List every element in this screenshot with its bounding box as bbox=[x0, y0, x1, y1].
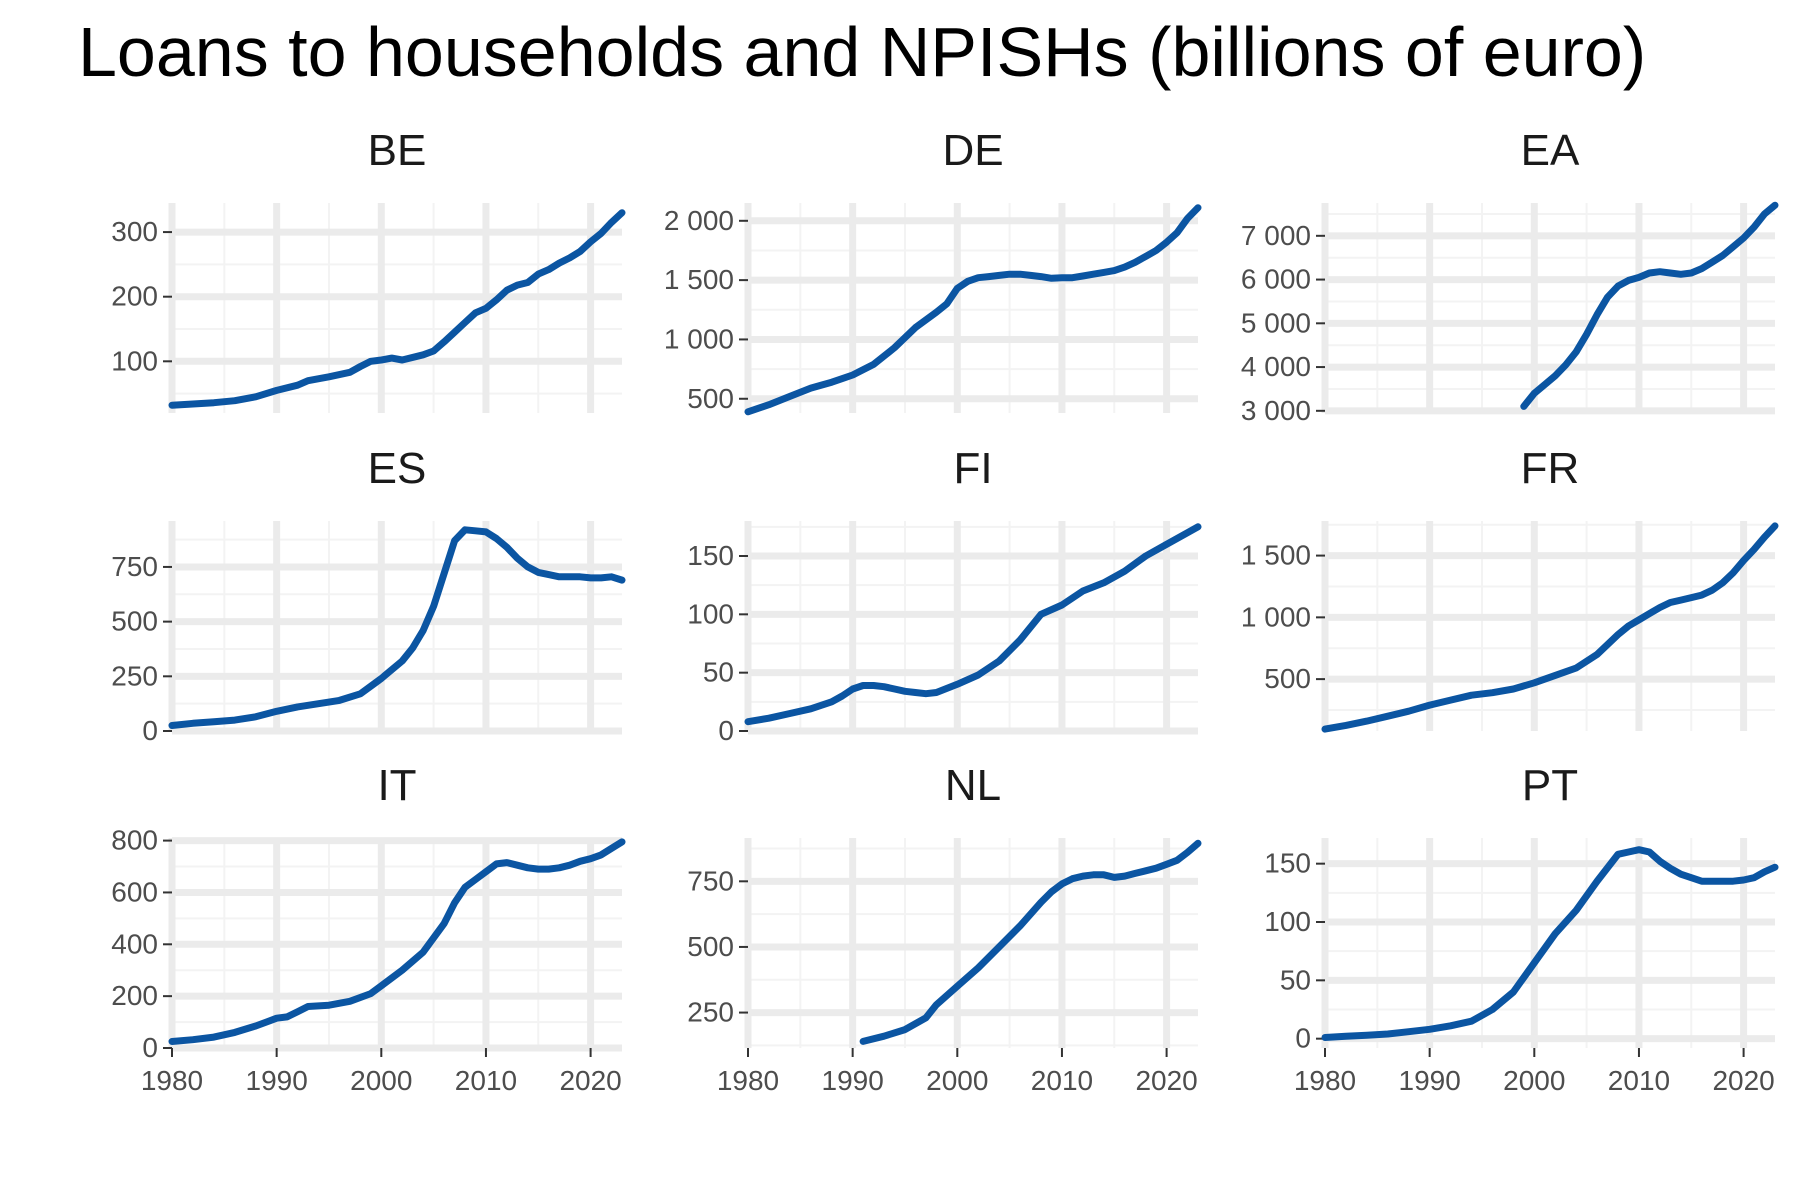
series-line bbox=[1321, 846, 1779, 1041]
x-tick-label: 1990 bbox=[822, 1065, 884, 1096]
y-tick-label: 150 bbox=[1264, 848, 1311, 879]
y-tick-label: 1 000 bbox=[664, 323, 734, 354]
facet-label: NL bbox=[945, 761, 1001, 810]
series-line bbox=[168, 209, 626, 409]
y-tick-label: 750 bbox=[687, 865, 734, 896]
y-tick-label: 500 bbox=[687, 931, 734, 962]
facet-panel-be: BE 100 200 300 bbox=[111, 126, 626, 413]
facet-panel-ea: EA 3 000 4 000 5 000 6 000 7 000 bbox=[1241, 126, 1779, 426]
series-line bbox=[168, 526, 626, 729]
y-tick-label: 0 bbox=[142, 1032, 158, 1063]
y-tick-label: 4 000 bbox=[1241, 351, 1311, 382]
y-tick-label: 1 000 bbox=[1241, 601, 1311, 632]
y-tick-label: 250 bbox=[687, 997, 734, 1028]
y-tick-label: 150 bbox=[687, 540, 734, 571]
x-tick-label: 1990 bbox=[1399, 1065, 1461, 1096]
y-tick-label: 750 bbox=[111, 551, 158, 582]
x-tick-label: 1980 bbox=[717, 1065, 779, 1096]
y-tick-label: 500 bbox=[1264, 663, 1311, 694]
y-tick-label: 500 bbox=[111, 606, 158, 637]
x-tick-label: 2000 bbox=[350, 1065, 412, 1096]
facet-panel-nl: NL 250 500 750 1980 1990 2000 2010 2020 bbox=[687, 761, 1202, 1096]
x-tick-label: 1980 bbox=[141, 1065, 203, 1096]
facet-label: FI bbox=[953, 444, 992, 493]
y-tick-label: 50 bbox=[1280, 964, 1311, 995]
y-tick-label: 800 bbox=[111, 825, 158, 856]
y-tick-label: 0 bbox=[142, 715, 158, 746]
facet-label: BE bbox=[368, 126, 427, 175]
y-tick-label: 200 bbox=[111, 281, 158, 312]
y-tick-label: 200 bbox=[111, 980, 158, 1011]
facet-panel-fr: FR 500 1 000 1 500 bbox=[1241, 444, 1779, 733]
x-tick-label: 2020 bbox=[559, 1065, 621, 1096]
facet-label: DE bbox=[942, 126, 1003, 175]
x-tick-label: 2020 bbox=[1712, 1065, 1774, 1096]
y-tick-label: 100 bbox=[1264, 906, 1311, 937]
y-tick-label: 300 bbox=[111, 216, 158, 247]
facet-label: EA bbox=[1521, 126, 1580, 175]
y-tick-label: 250 bbox=[111, 660, 158, 691]
y-tick-label: 400 bbox=[111, 928, 158, 959]
y-tick-label: 2 000 bbox=[664, 205, 734, 236]
facet-panel-pt: PT 0 50 100 150 1980 1990 2000 2010 2020 bbox=[1264, 761, 1779, 1096]
x-tick-label: 2000 bbox=[926, 1065, 988, 1096]
y-tick-label: 1 500 bbox=[664, 264, 734, 295]
facet-label: FR bbox=[1521, 444, 1580, 493]
series-line bbox=[859, 839, 1202, 1045]
facet-panel-de: DE 500 1 000 1 500 2 000 bbox=[664, 126, 1202, 416]
x-tick-label: 2020 bbox=[1135, 1065, 1197, 1096]
series-line bbox=[744, 204, 1202, 416]
y-tick-label: 6 000 bbox=[1241, 264, 1311, 295]
series-line bbox=[168, 838, 626, 1045]
facet-label: PT bbox=[1522, 761, 1578, 810]
y-tick-label: 0 bbox=[1295, 1023, 1311, 1054]
facet-label: ES bbox=[368, 444, 427, 493]
y-tick-label: 500 bbox=[687, 383, 734, 414]
x-tick-label: 2010 bbox=[1031, 1065, 1093, 1096]
y-tick-label: 7 000 bbox=[1241, 220, 1311, 251]
y-tick-label: 100 bbox=[687, 598, 734, 629]
x-tick-label: 2010 bbox=[455, 1065, 517, 1096]
series-line bbox=[1520, 201, 1779, 410]
y-tick-label: 50 bbox=[703, 657, 734, 688]
main-title: Loans to households and NPISHs (billions… bbox=[78, 13, 1647, 91]
series-line bbox=[1321, 522, 1779, 733]
series-line bbox=[744, 523, 1202, 726]
y-tick-label: 100 bbox=[111, 345, 158, 376]
y-tick-label: 1 500 bbox=[1241, 540, 1311, 571]
y-tick-label: 0 bbox=[718, 715, 734, 746]
y-tick-label: 5 000 bbox=[1241, 307, 1311, 338]
facet-panel-es: ES 0 250 500 750 bbox=[111, 444, 626, 746]
x-tick-label: 2000 bbox=[1503, 1065, 1565, 1096]
x-tick-label: 1980 bbox=[1294, 1065, 1356, 1096]
facet-label: IT bbox=[377, 761, 416, 810]
y-tick-label: 3 000 bbox=[1241, 395, 1311, 426]
facet-panel-it: IT 0 200 400 600 800 1980 1990 2000 2010 2020 bbox=[111, 761, 626, 1096]
y-tick-label: 600 bbox=[111, 876, 158, 907]
x-tick-label: 2010 bbox=[1608, 1065, 1670, 1096]
facet-panel-fi: FI 0 50 100 150 bbox=[687, 444, 1202, 746]
x-tick-label: 1990 bbox=[246, 1065, 308, 1096]
